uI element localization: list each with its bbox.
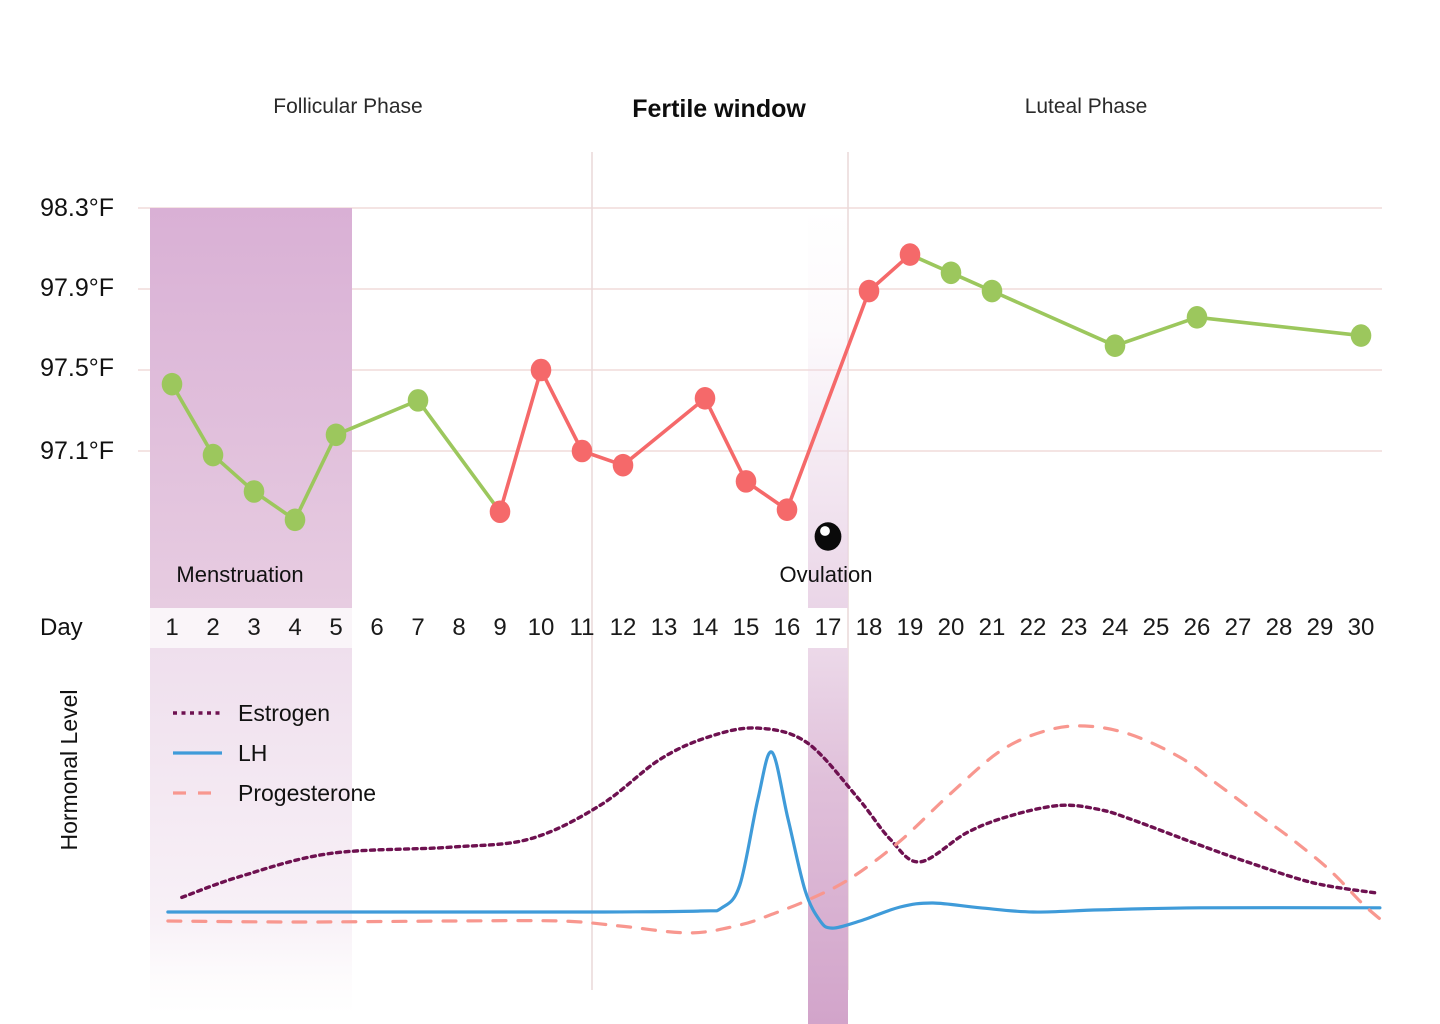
temp-tick-98-3: 98.3°F xyxy=(40,194,114,222)
temp-point xyxy=(530,358,552,382)
progesterone-curve xyxy=(166,724,1382,935)
day-tick-label: 14 xyxy=(692,614,719,641)
ovulation-band-hormone xyxy=(808,648,848,1024)
temp-point xyxy=(940,261,962,285)
day-tick-label: 5 xyxy=(329,614,342,641)
day-tick-label: 4 xyxy=(288,614,301,641)
temp-segment xyxy=(498,368,543,514)
day-tick-label: 28 xyxy=(1266,614,1293,641)
temp-point xyxy=(202,443,224,467)
estrogen-curve xyxy=(180,726,1380,900)
day-tick-label: 16 xyxy=(774,614,801,641)
temp-point xyxy=(858,279,880,303)
temp-tick-97-5: 97.5°F xyxy=(40,354,114,382)
menstruation-band-temp xyxy=(150,208,352,608)
ovulation-label: Ovulation xyxy=(780,562,873,587)
temp-point xyxy=(612,453,634,477)
day-tick-label: 2 xyxy=(206,614,219,641)
day-axis-label: Day xyxy=(40,614,83,641)
temp-segment xyxy=(170,382,215,457)
legend-progesterone-label: Progesterone xyxy=(238,780,376,806)
temp-point xyxy=(284,508,306,532)
day-tick-label: 1 xyxy=(165,614,178,641)
legend-estrogen-label: Estrogen xyxy=(238,700,330,726)
temp-segment xyxy=(293,432,338,522)
day-tick-label: 3 xyxy=(247,614,260,641)
temp-point xyxy=(325,423,347,447)
day-tick-label: 15 xyxy=(733,614,760,641)
temp-segment xyxy=(621,396,707,467)
temp-point xyxy=(1350,324,1372,347)
day-tick-label: 21 xyxy=(979,614,1006,641)
day-tick-label: 22 xyxy=(1020,614,1047,641)
temp-segment xyxy=(703,396,748,484)
menstruation-label: Menstruation xyxy=(176,562,303,587)
temp-segment xyxy=(1113,315,1199,348)
day-tick-label: 24 xyxy=(1102,614,1129,641)
day-axis-layer: 1 2 3 4 5 6 7 8 9 10 11 12 13 14 15 16 17 18 19 20 21 22 23 24 2… xyxy=(165,614,1374,641)
menstruation-band-axis-row xyxy=(150,608,352,648)
temp-point xyxy=(571,439,593,463)
temp-point xyxy=(735,470,757,493)
ovulation-marker-icon xyxy=(814,522,842,551)
temp-segment xyxy=(1195,315,1363,338)
day-tick-label: 11 xyxy=(570,614,595,641)
temp-tick-97-9: 97.9°F xyxy=(40,274,114,302)
temp-point xyxy=(1186,306,1208,329)
day-tick-label: 26 xyxy=(1184,614,1211,641)
legend-lh-label: LH xyxy=(238,740,267,766)
day-tick-label: 12 xyxy=(610,614,637,641)
temp-segment xyxy=(539,368,584,453)
temp-segment xyxy=(990,289,1117,348)
temp-segment xyxy=(785,289,871,512)
temp-point xyxy=(489,500,511,524)
hormone-axis-label: Hormonal Level xyxy=(56,689,82,850)
day-tick-label: 7 xyxy=(411,614,424,641)
day-tick-label: 23 xyxy=(1061,614,1088,641)
day-tick-label: 30 xyxy=(1348,614,1375,641)
day-tick-label: 6 xyxy=(370,614,383,641)
legend: Estrogen LH Progesterone xyxy=(173,700,376,806)
day-tick-label: 17 xyxy=(815,614,842,641)
temp-point xyxy=(776,498,798,522)
temp-point xyxy=(1104,334,1126,358)
day-tick-label: 9 xyxy=(493,614,506,641)
menstruation-band-hormone xyxy=(150,648,352,1015)
temp-point xyxy=(981,279,1003,303)
day-tick-label: 10 xyxy=(528,614,555,641)
phase-bands-layer xyxy=(150,208,848,1024)
temp-tick-97-1: 97.1°F xyxy=(40,437,114,465)
hormone-curves-layer xyxy=(166,724,1382,935)
temp-segment xyxy=(416,398,502,514)
temp-point xyxy=(694,387,716,410)
temp-point xyxy=(407,389,429,412)
day-tick-label: 18 xyxy=(856,614,883,641)
day-tick-label: 13 xyxy=(651,614,678,641)
temp-point xyxy=(161,372,183,396)
fertile-window-title: Fertile window xyxy=(632,95,806,123)
day-tick-label: 27 xyxy=(1225,614,1252,641)
temp-point xyxy=(243,480,265,503)
day-tick-label: 19 xyxy=(897,614,924,641)
day-tick-label: 20 xyxy=(938,614,965,641)
temp-segment xyxy=(334,398,420,437)
day-tick-label: 29 xyxy=(1307,614,1334,641)
lh-curve xyxy=(166,750,1382,930)
day-tick-label: 25 xyxy=(1143,614,1170,641)
follicular-phase-title: Follicular Phase xyxy=(273,95,422,118)
temperature-series-layer xyxy=(161,243,1372,532)
luteal-phase-title: Luteal Phase xyxy=(1025,95,1148,118)
temp-point xyxy=(899,243,921,266)
day-tick-label: 8 xyxy=(452,614,465,641)
